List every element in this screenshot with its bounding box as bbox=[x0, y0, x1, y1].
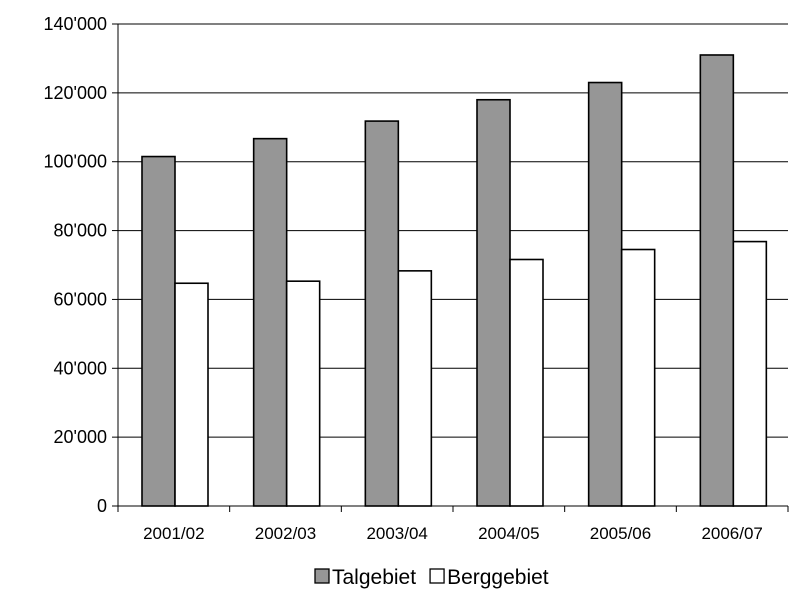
x-tick-label: 2005/06 bbox=[590, 524, 651, 543]
bar-talgebiet-2003-04 bbox=[364, 120, 400, 507]
bar-talgebiet-2004-05 bbox=[476, 98, 511, 507]
legend-swatch-berggebiet bbox=[429, 568, 445, 584]
x-tick-label: 2006/07 bbox=[701, 524, 762, 543]
bar-berggebiet-2005-06 bbox=[620, 248, 656, 507]
y-tick-label: 40'000 bbox=[54, 358, 108, 378]
y-tick-label: 140'000 bbox=[43, 14, 107, 34]
legend-label-talgebiet: Talgebiet bbox=[332, 566, 416, 589]
y-tick-label: 60'000 bbox=[54, 289, 108, 309]
y-tick-label: 20'000 bbox=[54, 427, 108, 447]
bar-talgebiet-2002-03 bbox=[252, 137, 288, 507]
x-tick-label: 2004/05 bbox=[478, 524, 539, 543]
bar-berggebiet-2001-02 bbox=[174, 282, 209, 507]
x-tick-label: 2002/03 bbox=[255, 524, 316, 543]
x-axis: 2001/02 2002/03 2003/04 2004/05 2005/06 2006/… bbox=[117, 505, 789, 543]
bar-berggebiet-2003-04 bbox=[397, 270, 433, 507]
y-tick-label: 80'000 bbox=[54, 221, 108, 241]
y-axis: 0 20'000 40'000 60'000 80'000 100'000 120'000 1… bbox=[43, 14, 119, 516]
gridlines bbox=[118, 23, 788, 438]
bar-berggebiet-2002-03 bbox=[285, 280, 321, 507]
x-tick-label: 2001/02 bbox=[143, 524, 204, 543]
bar-talgebiet-2006-07 bbox=[699, 54, 735, 507]
y-tick-label: 120'000 bbox=[43, 83, 107, 103]
bar-berggebiet-2006-07 bbox=[732, 240, 768, 507]
y-tick-label: 100'000 bbox=[43, 152, 107, 172]
legend-label-berggebiet: Berggebiet bbox=[447, 566, 549, 589]
x-tick-label: 2003/04 bbox=[366, 524, 427, 543]
legend-swatch-talgebiet bbox=[314, 568, 330, 584]
legend: Talgebiet Berggebiet bbox=[314, 566, 549, 589]
bar-talgebiet-2001-02 bbox=[141, 155, 176, 507]
bars bbox=[141, 54, 768, 507]
y-tick-label: 0 bbox=[97, 496, 107, 516]
bar-talgebiet-2005-06 bbox=[587, 81, 623, 507]
bar-berggebiet-2004-05 bbox=[509, 258, 544, 507]
